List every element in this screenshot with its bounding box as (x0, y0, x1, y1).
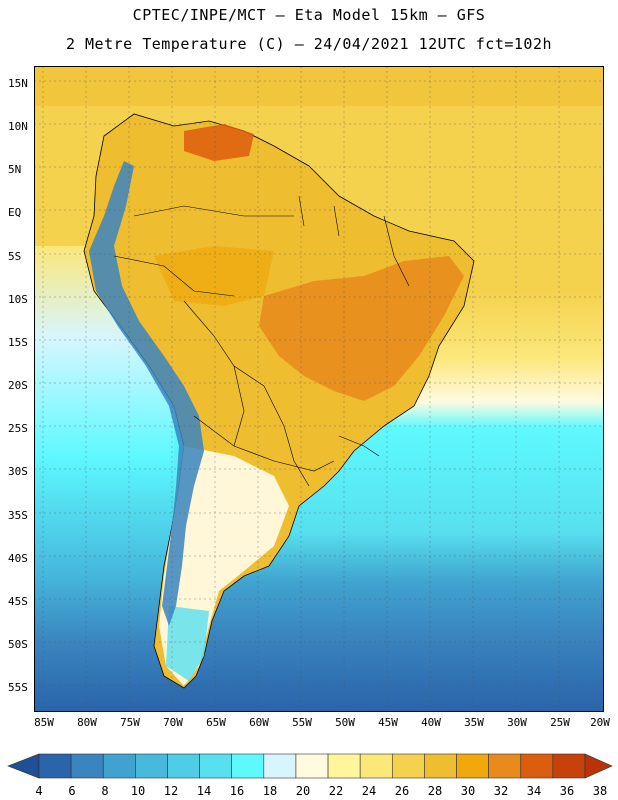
colorbar-label: 8 (101, 784, 109, 798)
lon-label: 30W (507, 716, 527, 729)
graticule (34, 66, 604, 712)
lon-label: 40W (421, 716, 441, 729)
colorbar-label: 20 (295, 784, 311, 798)
colorbar-label: 26 (394, 784, 410, 798)
lat-label: 5S (8, 250, 22, 263)
lat-label: 10N (8, 120, 28, 133)
lon-label: 55W (292, 716, 312, 729)
temperature-map (34, 66, 604, 712)
colorbar-cell (520, 753, 554, 779)
lon-label: 80W (77, 716, 97, 729)
colorbar-label: 30 (460, 784, 476, 798)
colorbar-cell (102, 753, 136, 779)
colorbar-label: 32 (493, 784, 509, 798)
colorbar-cell (456, 753, 489, 779)
lon-label: 65W (206, 716, 226, 729)
lat-label: 10S (8, 293, 28, 306)
colorbar-cell (70, 753, 104, 779)
hot-zone-brazil (259, 256, 464, 401)
colorbar-cell (327, 753, 361, 779)
andes-cold-band (89, 161, 204, 626)
colorbar-label: 12 (163, 784, 179, 798)
colorbar-label: 6 (68, 784, 76, 798)
hot-zone-venezuela (184, 124, 254, 161)
colorbar-cell (135, 753, 168, 779)
colorbar-label: 14 (196, 784, 212, 798)
colorbar-cell (488, 753, 522, 779)
caribbean-field (34, 66, 604, 106)
lat-label: 45S (8, 595, 28, 608)
colorbar-label: 28 (427, 784, 443, 798)
lon-label: 35W (464, 716, 484, 729)
colorbar-label: 34 (526, 784, 542, 798)
colorbar-low-arrow (7, 753, 40, 779)
colorbar-label: 24 (361, 784, 377, 798)
lat-label: 15N (8, 77, 28, 90)
colorbar-cell (167, 753, 200, 779)
colorbar-label: 10 (130, 784, 146, 798)
lat-label: 5N (8, 163, 22, 176)
lat-label: 30S (8, 465, 28, 478)
lon-label: 60W (249, 716, 269, 729)
lat-label: 15S (8, 336, 28, 349)
colorbar-cells (7, 753, 613, 779)
colorbar-label: 22 (328, 784, 344, 798)
lon-label: 85W (34, 716, 54, 729)
lat-label: EQ (8, 206, 22, 219)
map-frame (34, 66, 604, 712)
lat-label: 40S (8, 552, 28, 565)
warm-zone-amazon (154, 246, 274, 306)
map-subtitle: 2 Metre Temperature (C) – 24/04/2021 12U… (65, 35, 553, 53)
map-title: CPTEC/INPE/MCT – Eta Model 15km – GFS (132, 6, 486, 24)
colorbar (7, 753, 613, 779)
lat-label: 35S (8, 509, 28, 522)
lat-label: 25S (8, 422, 28, 435)
colorbar-cell (263, 753, 297, 779)
colorbar-cell (38, 753, 72, 779)
colorbar-cell (424, 753, 457, 779)
lon-label: 70W (163, 716, 183, 729)
colorbar-cell (199, 753, 233, 779)
lat-label: 20S (8, 379, 28, 392)
colorbar-label: 38 (592, 784, 608, 798)
lon-label: 25W (550, 716, 570, 729)
lat-label: 55S (8, 681, 28, 694)
colorbar-label: 16 (229, 784, 245, 798)
colorbar-cell (295, 753, 329, 779)
lon-label: 75W (120, 716, 140, 729)
country-borders (113, 195, 410, 487)
colorbar-cell (359, 753, 393, 779)
lon-label: 50W (335, 716, 355, 729)
colorbar-high-arrow (584, 753, 613, 779)
lon-label: 20W (590, 716, 610, 729)
cool-land-south (166, 606, 209, 681)
colorbar-label: 18 (262, 784, 278, 798)
lat-label: 50S (8, 638, 28, 651)
colorbar-cell (231, 753, 265, 779)
colorbar-label: 4 (35, 784, 43, 798)
colorbar-cell (552, 753, 586, 779)
colorbar-label: 36 (559, 784, 575, 798)
lon-label: 45W (378, 716, 398, 729)
colorbar-cell (391, 753, 425, 779)
